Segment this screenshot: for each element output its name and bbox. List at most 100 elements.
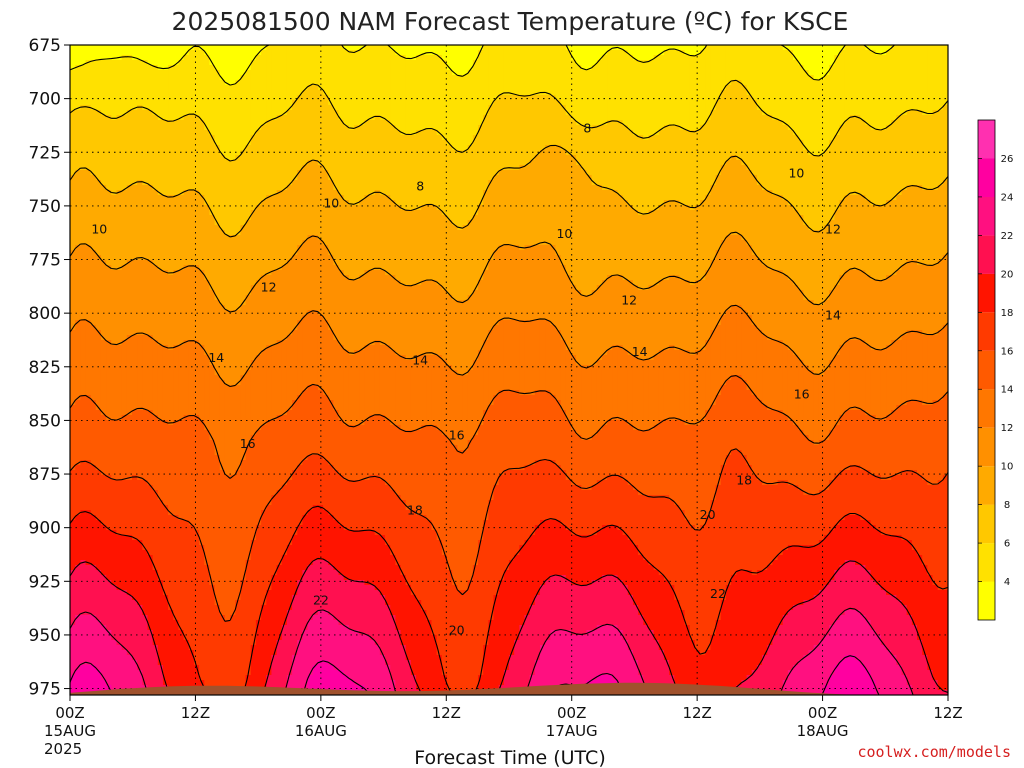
temperature-cell [90, 50, 97, 56]
temperature-cell [808, 150, 815, 156]
temperature-cell [183, 125, 190, 131]
temperature-cell [539, 155, 546, 161]
temperature-cell [932, 175, 939, 181]
temperature-cell [421, 160, 427, 166]
temperature-cell [343, 150, 350, 156]
temperature-cell [751, 130, 758, 136]
temperature-cell [147, 155, 154, 161]
temperature-cell [255, 115, 262, 121]
temperature-cell [710, 160, 717, 166]
temperature-cell [519, 180, 526, 186]
temperature-cell [307, 125, 314, 131]
temperature-cell [364, 170, 371, 176]
temperature-cell [90, 100, 97, 106]
temperature-cell [870, 55, 877, 61]
temperature-cell [364, 70, 371, 76]
temperature-cell [849, 140, 856, 146]
temperature-cell [545, 130, 551, 136]
temperature-cell [447, 125, 453, 131]
temperature-cell [741, 185, 748, 191]
temperature-cell [178, 50, 185, 56]
temperature-cell [638, 160, 644, 166]
temperature-cell [106, 75, 112, 81]
temperature-cell [901, 155, 908, 161]
temperature-cell [839, 70, 846, 76]
temperature-cell [607, 65, 613, 71]
temperature-cell [250, 80, 257, 86]
temperature-cell [653, 95, 660, 101]
temperature-cell [183, 140, 190, 146]
temperature-cell [405, 115, 412, 121]
temperature-cell [261, 70, 267, 76]
temperature-cell [157, 80, 164, 86]
temperature-cell [193, 80, 200, 86]
temperature-cell [395, 115, 402, 121]
temperature-cell [524, 130, 531, 136]
temperature-cell [395, 70, 402, 76]
temperature-cell [808, 50, 815, 56]
temperature-cell [684, 90, 691, 96]
temperature-cell [328, 85, 334, 91]
temperature-cell [715, 90, 722, 96]
temperature-cell [75, 160, 81, 166]
temperature-cell [849, 90, 856, 96]
temperature-cell [865, 185, 872, 191]
temperature-cell [364, 135, 371, 141]
temperature-cell [178, 145, 185, 151]
temperature-cell [230, 75, 236, 81]
temperature-cell [483, 130, 489, 136]
temperature-cell [705, 175, 712, 181]
temperature-cell [591, 65, 598, 71]
temperature-cell [906, 60, 913, 66]
temperature-cell [431, 70, 438, 76]
temperature-cell [95, 85, 102, 91]
temperature-cell [328, 140, 334, 146]
temperature-cell [550, 45, 557, 51]
temperature-cell [142, 110, 149, 116]
temperature-cell [426, 80, 433, 86]
temperature-cell [431, 90, 438, 96]
temperature-cell [168, 150, 174, 156]
temperature-cell [653, 145, 660, 151]
temperature-cell [70, 80, 76, 86]
temperature-cell [746, 75, 753, 81]
temperature-cell [307, 135, 314, 141]
temperature-cell [307, 185, 314, 191]
temperature-cell [240, 80, 247, 86]
temperature-cell [911, 165, 918, 171]
temperature-cell [374, 95, 381, 101]
temperature-cell [731, 55, 737, 61]
temperature-cell [555, 165, 562, 171]
temperature-cell [534, 140, 541, 146]
temperature-cell [173, 160, 180, 166]
temperature-cell [865, 160, 872, 166]
temperature-cell [829, 175, 835, 181]
temperature-cell [539, 160, 546, 166]
temperature-cell [870, 70, 877, 76]
temperature-cell [534, 155, 541, 161]
temperature-cell [255, 185, 262, 191]
temperature-cell [591, 50, 598, 56]
temperature-cell [214, 130, 221, 136]
temperature-cell [601, 165, 608, 171]
temperature-cell [157, 50, 164, 56]
temperature-cell [421, 155, 427, 161]
temperature-cell [276, 70, 283, 76]
temperature-cell [679, 110, 686, 116]
temperature-cell [736, 60, 743, 66]
temperature-cell [250, 160, 257, 166]
temperature-cell [488, 75, 495, 81]
temperature-cell [483, 180, 489, 186]
temperature-cell [658, 55, 665, 61]
temperature-cell [865, 155, 872, 161]
temperature-cell [209, 160, 216, 166]
temperature-cell [545, 175, 551, 181]
temperature-cell [390, 65, 396, 71]
temperature-cell [896, 175, 903, 181]
temperature-cell [426, 180, 433, 186]
temperature-cell [193, 115, 200, 121]
temperature-cell [617, 95, 624, 101]
temperature-cell [121, 125, 128, 131]
temperature-cell [312, 55, 319, 61]
temperature-cell [447, 75, 453, 81]
